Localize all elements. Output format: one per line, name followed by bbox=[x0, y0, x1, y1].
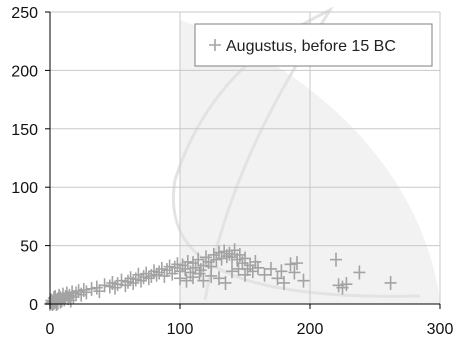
data-point bbox=[252, 260, 264, 275]
y-tick-label: 250 bbox=[11, 5, 38, 22]
data-point bbox=[155, 261, 168, 276]
x-tick-label: 200 bbox=[297, 321, 324, 338]
data-point bbox=[226, 250, 238, 265]
data-point bbox=[284, 257, 297, 272]
data-point bbox=[239, 267, 251, 282]
data-point bbox=[223, 246, 236, 261]
data-point bbox=[98, 278, 111, 293]
y-tick-label: 200 bbox=[11, 63, 38, 80]
watermark-stroke bbox=[173, 6, 334, 301]
legend-marker bbox=[209, 39, 221, 51]
data-point bbox=[153, 265, 166, 280]
data-point bbox=[353, 265, 366, 280]
data-point bbox=[122, 274, 134, 289]
data-point bbox=[142, 271, 155, 286]
data-point bbox=[187, 270, 199, 285]
y-tick-label: 100 bbox=[11, 180, 38, 197]
data-point bbox=[72, 284, 85, 299]
data-point bbox=[179, 261, 192, 276]
data-point bbox=[70, 286, 82, 301]
data-point bbox=[103, 279, 116, 294]
data-point bbox=[271, 271, 284, 286]
data-point bbox=[192, 252, 205, 267]
data-point bbox=[64, 293, 77, 308]
data-point bbox=[148, 264, 160, 279]
data-point bbox=[127, 275, 140, 290]
x-tick-label: 0 bbox=[46, 321, 55, 338]
data-point bbox=[168, 260, 181, 275]
data-point bbox=[291, 256, 303, 271]
data-point bbox=[249, 254, 262, 269]
tick-labels: 0 50 100 150 200 250 0 100 200 300 bbox=[11, 5, 453, 338]
data-point bbox=[197, 273, 210, 288]
data-point bbox=[210, 252, 223, 267]
data-point bbox=[193, 266, 206, 281]
data-point bbox=[137, 270, 150, 285]
data-point bbox=[166, 266, 179, 281]
data-point bbox=[205, 268, 218, 283]
data-point bbox=[109, 280, 121, 295]
data-point bbox=[77, 282, 90, 297]
data-point bbox=[219, 275, 232, 290]
data-point bbox=[176, 258, 189, 273]
data-point bbox=[150, 267, 163, 282]
data-point bbox=[258, 267, 271, 282]
data-point bbox=[90, 280, 103, 295]
data-point bbox=[215, 251, 228, 266]
data-point bbox=[213, 245, 225, 260]
data-point bbox=[135, 273, 147, 288]
data-point bbox=[233, 247, 246, 262]
y-tick-label: 0 bbox=[29, 297, 38, 314]
data-point bbox=[67, 289, 80, 304]
data-point bbox=[119, 278, 132, 293]
data-point bbox=[181, 254, 194, 269]
data-point bbox=[220, 249, 233, 264]
data-point bbox=[174, 271, 186, 286]
gridlines bbox=[50, 11, 441, 304]
data-point bbox=[163, 259, 176, 274]
x-tick-label: 300 bbox=[427, 321, 454, 338]
legend: Augustus, before 15 BC bbox=[194, 23, 433, 67]
axes bbox=[45, 11, 441, 309]
data-point bbox=[93, 284, 106, 299]
data-point bbox=[246, 264, 259, 279]
watermark-stroke bbox=[172, 179, 421, 298]
data-point bbox=[244, 258, 257, 273]
legend-label: Augustus, before 15 BC bbox=[226, 38, 396, 55]
y-tick-label: 50 bbox=[20, 239, 38, 256]
data-point bbox=[239, 251, 251, 266]
data-point bbox=[213, 271, 225, 286]
data-point bbox=[161, 263, 173, 278]
legend-box bbox=[194, 23, 433, 67]
data-point bbox=[330, 252, 342, 267]
data-point bbox=[158, 268, 171, 283]
data-point bbox=[171, 257, 184, 272]
data-point bbox=[132, 267, 145, 282]
data-point bbox=[297, 273, 310, 288]
data-point bbox=[340, 277, 353, 292]
data-point bbox=[384, 275, 397, 290]
data-point bbox=[85, 281, 98, 296]
data-point bbox=[180, 273, 193, 288]
x-tick-label: 100 bbox=[167, 321, 194, 338]
data-point bbox=[226, 264, 238, 279]
y-tick-label: 150 bbox=[11, 122, 38, 139]
data-point bbox=[80, 285, 93, 300]
data-point bbox=[232, 261, 245, 276]
data-point bbox=[265, 261, 277, 276]
data-point bbox=[197, 258, 210, 273]
data-point bbox=[275, 264, 288, 279]
data-point bbox=[278, 275, 290, 290]
data-point bbox=[288, 265, 301, 280]
